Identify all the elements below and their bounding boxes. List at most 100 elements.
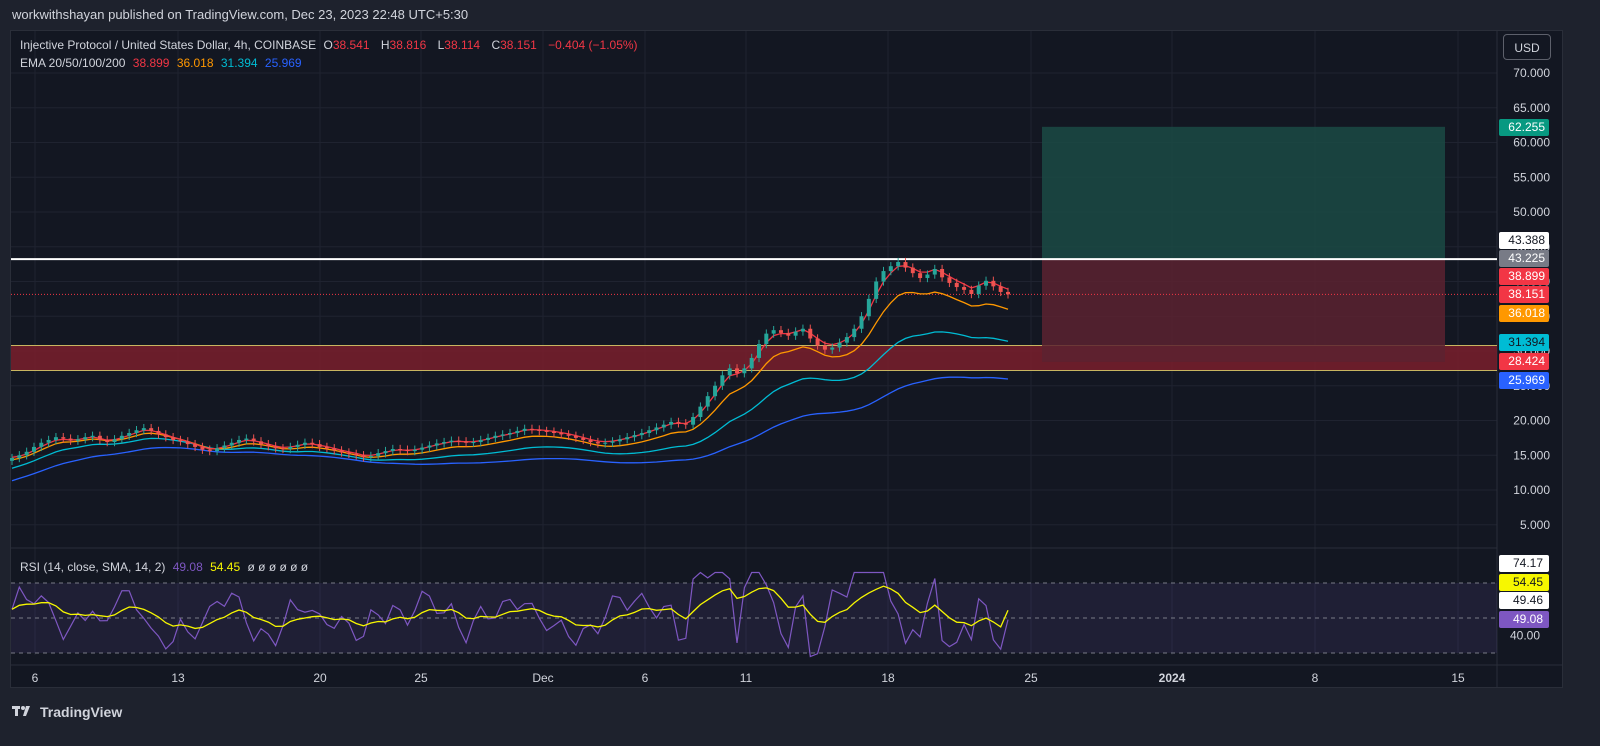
tradingview-footer[interactable]: TradingView [12,700,122,724]
currency-button[interactable]: USD [1503,34,1551,60]
candle-body [610,441,615,443]
candle-body [332,448,337,451]
ema-legend: EMA 20/50/100/200 38.899 36.018 31.394 2… [20,56,306,70]
time-tick-label: 20 [313,671,327,685]
candle-body [500,434,505,436]
candle-body [229,442,234,446]
rsi-value-label-text: 49.08 [1513,612,1543,626]
candle-body [603,442,608,444]
candle-body [903,262,908,268]
candle-body [346,452,351,454]
time-tick-label: 13 [171,671,185,685]
candle-body [24,451,29,456]
candle-body [632,435,637,438]
candle-body [793,331,798,336]
candle-body [918,273,923,279]
candle-body [361,455,366,458]
candle-body [17,455,22,459]
candle-body [376,453,381,456]
candle-body [896,262,901,267]
candle-body [735,368,740,374]
candle-body [442,442,447,444]
candle-body [984,280,989,286]
candle-body [31,446,36,452]
candle-body [757,344,761,358]
rsi-sma-line [11,585,1009,630]
candle-body [573,435,578,438]
candle-body [771,330,776,334]
time-tick-label: 11 [740,671,753,685]
rsi-value-label-box [1499,611,1549,628]
candle-body [251,438,256,442]
rsi-na-values: ø ø ø ø ø ø [247,560,309,574]
candle-body [207,449,212,452]
candle-body [434,443,439,446]
candle-body [119,435,124,440]
rsi-legend: RSI (14, close, SMA, 14, 2) 49.08 54.45 … [20,560,312,574]
candle-body [1006,291,1010,295]
candle-body [588,439,593,443]
price-tick-label: 55.000 [1513,170,1550,184]
time-tick-label: 6 [32,671,39,685]
candle-body [61,437,66,439]
time-tick-label: 18 [881,671,895,685]
price-label-text: 38.151 [1508,287,1545,301]
price-tick-label: 50.000 [1513,205,1550,219]
candle-body [68,438,73,441]
candle-body [837,342,842,348]
ema100-line [11,331,1009,469]
candle-body [969,289,974,295]
price-label-text: 36.018 [1508,306,1545,320]
candle-body [676,421,681,424]
price-label-box [1499,232,1549,249]
price-tick-label: 10.000 [1513,483,1550,497]
candle-body [647,430,652,434]
candle-body [75,439,80,441]
candle-body [844,337,849,343]
candle-body [324,446,329,449]
candle-body [10,458,14,461]
price-label-text: 43.225 [1508,251,1545,265]
candle-body [280,448,285,450]
candle-body [705,396,710,407]
candle-body [193,444,198,447]
candle-body [874,281,879,299]
candle-body [317,444,322,447]
ema200-line [11,376,1009,482]
candle-body [171,437,176,440]
candle-body [449,440,454,443]
candle-body [405,449,410,452]
candle-body [822,345,827,350]
candle-body [273,446,278,449]
time-tick-label: 2024 [1159,671,1186,685]
candle-body [486,437,491,440]
candle-body [163,434,168,438]
candle-body [595,442,600,444]
candle-body [141,428,146,431]
candle-body [962,287,967,290]
candle-body [266,444,271,447]
high-value: 38.816 [389,38,427,52]
price-label-text: 31.394 [1508,335,1545,349]
candle-body [749,357,754,369]
time-tick-label: 15 [1451,671,1465,685]
candle-body [859,316,864,329]
candle-body [830,347,835,350]
candle-body [390,448,395,452]
candle-body [368,455,373,458]
rsi-tick-label: 40.00 [1510,629,1540,643]
candle-body [46,439,51,443]
candle-body [200,446,205,450]
candle-body [237,439,242,443]
candle-body [954,282,959,288]
candle-body [310,442,315,445]
rsi-value-label-text: 49.46 [1513,593,1543,607]
close-value: 38.151 [500,38,537,52]
candle-body [566,434,571,436]
price-label-box [1499,268,1549,285]
candle-body [178,439,183,442]
candle-body [669,421,674,425]
candle-body [427,445,432,448]
ema-label: EMA 20/50/100/200 [20,56,126,70]
